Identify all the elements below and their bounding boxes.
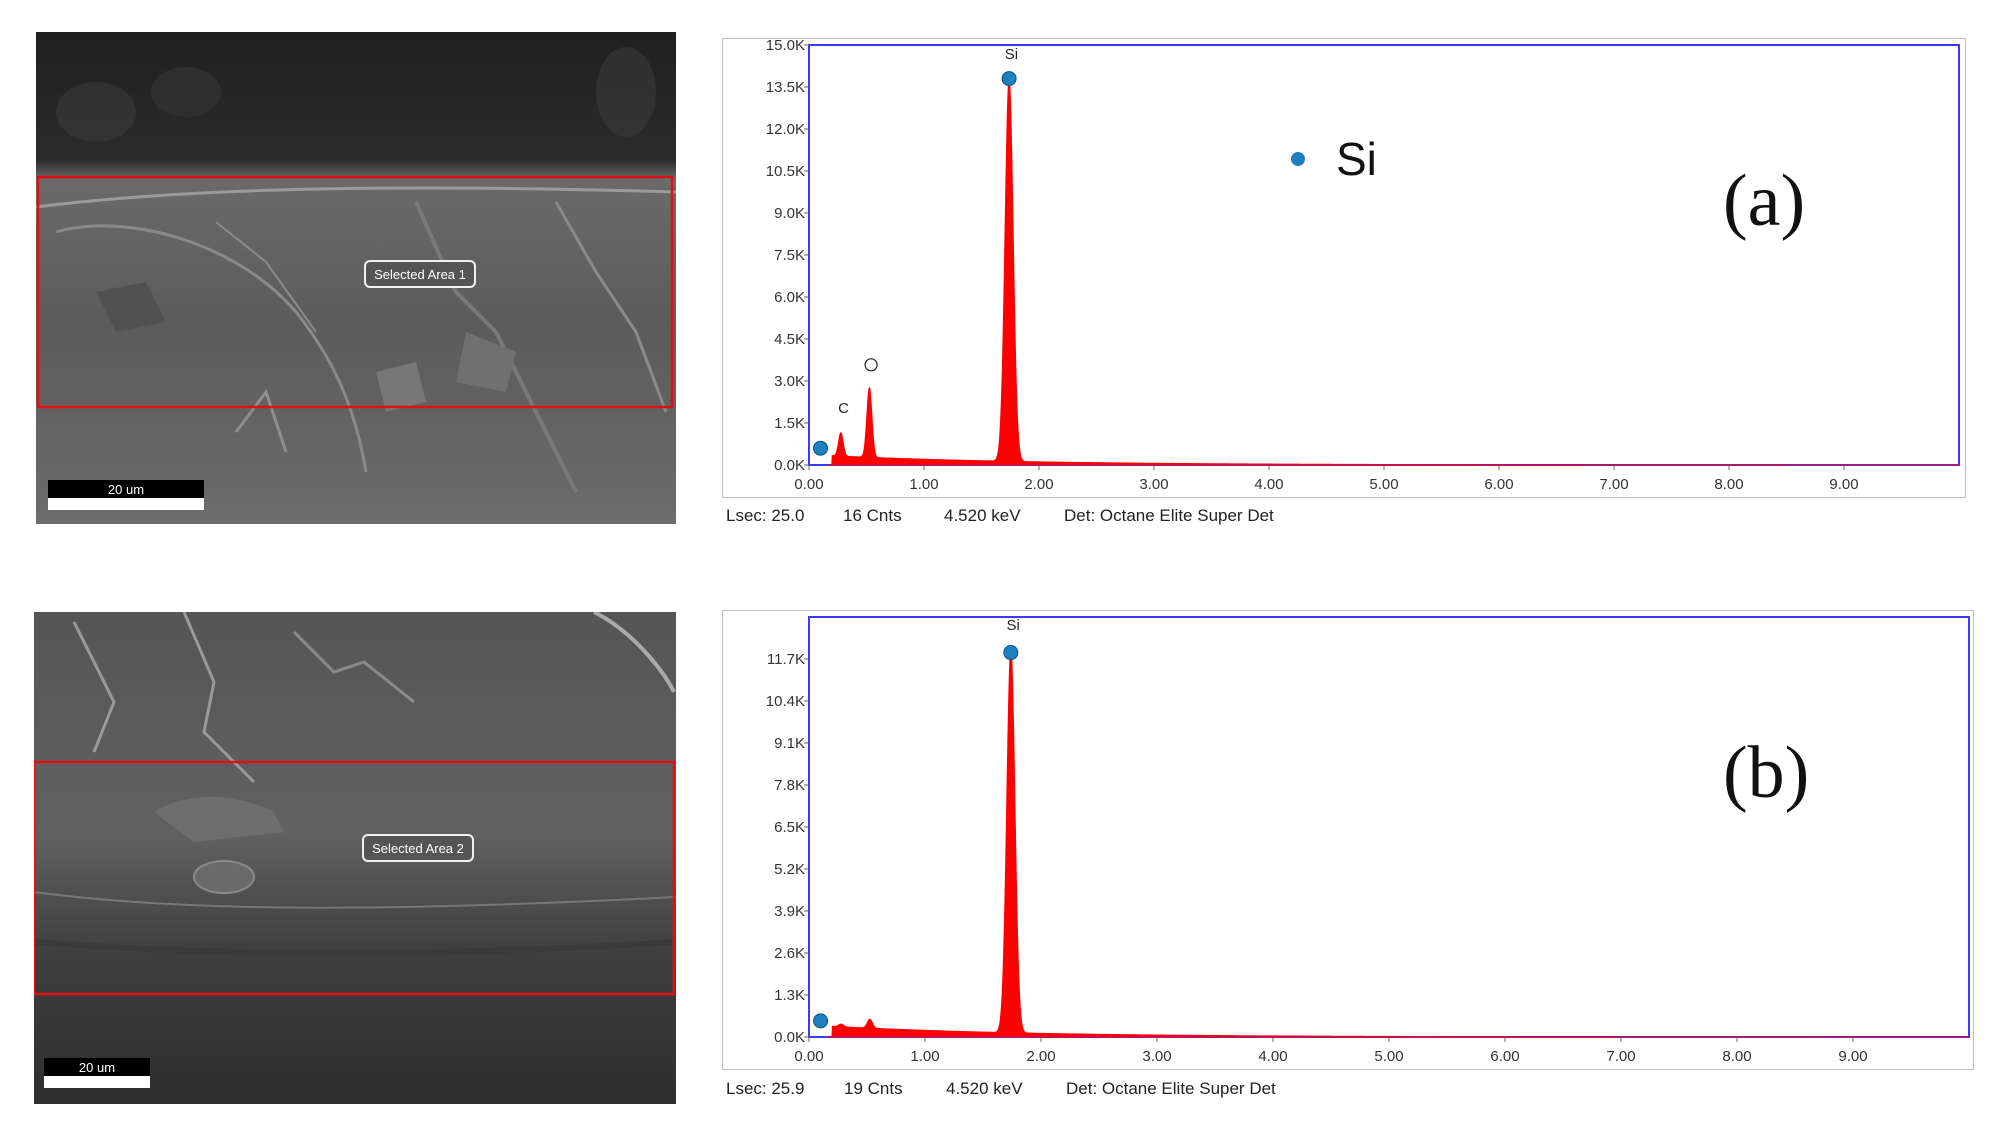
spectrum-area: [826, 649, 1970, 1038]
detector-value-a: Det: Octane Elite Super Det: [1064, 506, 1274, 525]
eds-spectrum-panel-a: 0.0K 1.5K 3.0K 4.5K 6.0K 7.5K 9.0K 10.5K 12.0K 13…: [722, 37, 1966, 498]
x-tick-label: 5.00: [1374, 1048, 1403, 1065]
y-tick-label: 0.0K: [774, 457, 805, 474]
peak-marker: [1001, 71, 1017, 87]
x-tick-label: 5.00: [1369, 476, 1398, 493]
x-tick-label: 3.00: [1142, 1048, 1171, 1065]
y-tick-label: 3.9K: [774, 903, 805, 920]
x-tick-label: 9.00: [1838, 1048, 1867, 1065]
peak-label-c: C: [838, 400, 849, 417]
y-tick-label: 6.5K: [774, 819, 805, 836]
y-tick-label: 7.8K: [774, 777, 805, 794]
scale-bar-label-b: 20 um: [79, 1060, 115, 1075]
y-tick-label: 5.2K: [774, 861, 805, 878]
y-tick-label: 10.4K: [766, 693, 805, 710]
status-bar-b: Lsec: 25.9 19 Cnts 4.520 keV Det: Octane…: [726, 1079, 1978, 1103]
x-tick-label: 0.00: [794, 1048, 823, 1065]
legend-marker: [1291, 152, 1305, 166]
peak-label-o-ring: [864, 358, 878, 372]
kev-value-b: 4.520 keV: [946, 1079, 1023, 1098]
x-tick-label: 7.00: [1606, 1048, 1635, 1065]
y-tick-label: 1.5K: [774, 415, 805, 432]
y-tick-label: 1.3K: [774, 987, 805, 1004]
x-tick-label: 0.00: [794, 476, 823, 493]
peak-marker: [813, 440, 828, 456]
x-tick-label: 1.00: [910, 1048, 939, 1065]
y-tick-label: 2.6K: [774, 945, 805, 962]
plot-frame: [808, 44, 1960, 466]
plot-frame: [808, 616, 1970, 1038]
sem-image-b: Selected Area 2 20 um: [34, 612, 676, 1104]
y-tick-label: 6.0K: [774, 289, 805, 306]
y-tick-label: 9.1K: [774, 735, 805, 752]
panel-label-a: (a): [1723, 160, 1805, 242]
spectrum-area: [826, 78, 1960, 466]
y-tick-label: 3.0K: [774, 373, 805, 390]
counts-value-a: 16 Cnts: [843, 506, 902, 525]
x-tick-label: 1.00: [909, 476, 938, 493]
status-bar-a: Lsec: 25.0 16 Cnts 4.520 keV Det: Octane…: [726, 506, 1970, 530]
x-tick-label: 9.00: [1829, 476, 1858, 493]
x-tick-label: 6.00: [1484, 476, 1513, 493]
y-tick-label: 15.0K: [766, 37, 805, 54]
legend-label: Si: [1336, 133, 1377, 185]
x-tick-label: 2.00: [1026, 1048, 1055, 1065]
y-tick-label: 0.0K: [774, 1029, 805, 1046]
eds-spectrum-chart-a: 0.0K 1.5K 3.0K 4.5K 6.0K 7.5K 9.0K 10.5K 12.0K 13…: [766, 37, 1960, 493]
lsec-value-b: Lsec: 25.9: [726, 1079, 805, 1098]
lsec-value-a: Lsec: 25.0: [726, 506, 805, 525]
x-tick-label: 4.00: [1258, 1048, 1287, 1065]
counts-value-b: 19 Cnts: [844, 1079, 903, 1098]
y-tick-label: 7.5K: [774, 247, 805, 264]
x-tick-label: 4.00: [1254, 476, 1283, 493]
selected-area-label-b: Selected Area 2: [372, 841, 464, 856]
x-tick-label: 2.00: [1024, 476, 1053, 493]
y-tick-label: 4.5K: [774, 331, 805, 348]
y-tick-label: 11.7K: [767, 651, 805, 668]
x-tick-label: 8.00: [1722, 1048, 1751, 1065]
y-tick-label: 12.0K: [766, 121, 805, 138]
panel-label-b: (b): [1723, 732, 1809, 814]
kev-value-a: 4.520 keV: [944, 506, 1021, 525]
x-tick-label: 8.00: [1714, 476, 1743, 493]
x-tick-label: 3.00: [1139, 476, 1168, 493]
peak-label-si: Si: [1006, 617, 1019, 634]
scale-bar-label-a: 20 um: [108, 482, 144, 497]
y-tick-label: 10.5K: [766, 163, 805, 180]
detector-value-b: Det: Octane Elite Super Det: [1066, 1079, 1276, 1098]
eds-spectrum-panel-b: 0.0K 1.3K 2.6K 3.9K 5.2K 6.5K 7.8K 9.1K 10.4K 11.…: [722, 610, 1974, 1070]
sem-image-a: Selected Area 1 20 um: [36, 32, 676, 524]
selected-area-label-a: Selected Area 1: [374, 267, 466, 282]
peak-marker: [813, 1013, 829, 1029]
peak-marker: [1003, 645, 1019, 661]
y-tick-label: 13.5K: [766, 79, 805, 96]
y-tick-label: 9.0K: [774, 205, 805, 222]
eds-spectrum-chart-b: 0.0K 1.3K 2.6K 3.9K 5.2K 6.5K 7.8K 9.1K 10.4K 11.…: [766, 616, 1970, 1065]
x-tick-label: 6.00: [1490, 1048, 1519, 1065]
peak-label-si: Si: [1005, 46, 1018, 63]
x-tick-label: 7.00: [1599, 476, 1628, 493]
